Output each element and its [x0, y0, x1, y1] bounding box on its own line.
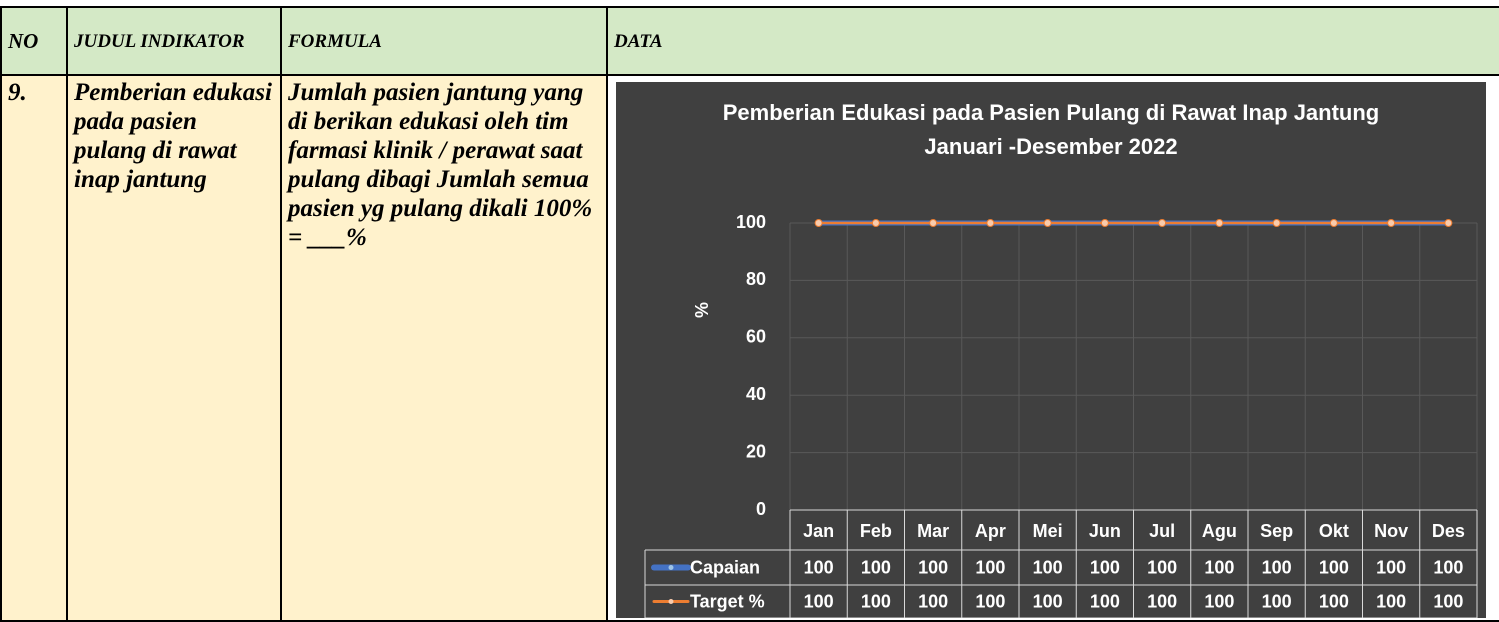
y-tick-label: 100	[736, 212, 766, 232]
data-table-value: 100	[1376, 557, 1406, 577]
cell: Jumlah pasien jantung yang di berikan ed…	[280, 74, 608, 622]
x-tick-label: Okt	[1319, 521, 1349, 541]
y-tick-label: 60	[746, 327, 766, 347]
chart-title-block: Pemberian Edukasi pada Pasien Pulang di …	[616, 96, 1486, 164]
data-table-value: 100	[1376, 591, 1406, 611]
legend-marker	[668, 565, 674, 570]
legend-label: Target %	[690, 591, 765, 611]
data-table-value: 100	[918, 591, 948, 611]
legend-marker	[668, 599, 674, 604]
data-table-value: 100	[1319, 557, 1349, 577]
chart-background	[616, 82, 1486, 618]
data-table-value: 100	[1033, 557, 1063, 577]
y-axis-label: %	[692, 302, 712, 318]
x-tick-label: Mei	[1033, 521, 1063, 541]
data-table-value: 100	[861, 557, 891, 577]
data-table-value: 100	[1147, 591, 1177, 611]
y-tick-label: 0	[756, 499, 766, 519]
header-cell: NO	[0, 6, 68, 76]
series-marker	[1100, 219, 1109, 227]
data-table-value: 100	[861, 591, 891, 611]
x-tick-label: Feb	[860, 521, 892, 541]
series-marker	[1043, 219, 1052, 227]
data-table-value: 100	[1433, 591, 1463, 611]
data-table-value: 100	[1433, 557, 1463, 577]
x-tick-label: Sep	[1260, 521, 1293, 541]
y-tick-label: 40	[746, 384, 766, 404]
x-tick-label: Nov	[1374, 521, 1408, 541]
x-tick-label: Jan	[803, 521, 834, 541]
series-marker	[1158, 219, 1167, 227]
data-table-value: 100	[1262, 591, 1292, 611]
legend-label: Capaian	[690, 557, 760, 577]
series-marker	[1215, 219, 1224, 227]
data-table-value: 100	[918, 557, 948, 577]
series-marker	[814, 219, 823, 227]
header-cell: JUDUL INDIKATOR	[66, 6, 282, 76]
data-table-value: 100	[1204, 591, 1234, 611]
data-table-value: 100	[804, 557, 834, 577]
header-cell: DATA	[606, 6, 1499, 76]
data-table-value: 100	[804, 591, 834, 611]
x-tick-label: Agu	[1202, 521, 1237, 541]
data-table-value: 100	[1262, 557, 1292, 577]
series-marker	[1272, 219, 1281, 227]
header-row: NO JUDUL INDIKATOR FORMULA DATA	[0, 6, 1499, 76]
x-tick-label: Jun	[1089, 521, 1121, 541]
series-marker	[929, 219, 938, 227]
data-table-value: 100	[1204, 557, 1234, 577]
series-marker	[986, 219, 995, 227]
y-tick-label: 80	[746, 269, 766, 289]
x-tick-label: Jul	[1149, 521, 1175, 541]
x-tick-label: Des	[1432, 521, 1465, 541]
x-tick-label: Apr	[975, 521, 1006, 541]
data-table-value: 100	[1033, 591, 1063, 611]
chart-subtitle: Januari -Desember 2022	[924, 134, 1178, 159]
cell: Pemberian edukasi pada pasien pulang di …	[66, 74, 282, 622]
data-table-value: 100	[975, 591, 1005, 611]
data-table-value: 100	[1147, 557, 1177, 577]
series-marker	[1444, 219, 1453, 227]
cell: 9.	[0, 74, 68, 622]
data-table-value: 100	[1319, 591, 1349, 611]
data-table-value: 100	[975, 557, 1005, 577]
chart-title: Pemberian Edukasi pada Pasien Pulang di …	[722, 100, 1380, 125]
data-table-value: 100	[1090, 591, 1120, 611]
x-tick-label: Mar	[917, 521, 949, 541]
y-tick-label: 20	[746, 441, 766, 461]
data-table-value: 100	[1090, 557, 1120, 577]
series-marker	[871, 219, 880, 227]
header-cell: FORMULA	[280, 6, 608, 76]
series-marker	[1387, 219, 1396, 227]
chart: % 0 20 40 60 80 100 Jan Feb Mar Apr Mei Jun Jul Agu Se…	[616, 82, 1486, 618]
series-marker	[1329, 219, 1338, 227]
